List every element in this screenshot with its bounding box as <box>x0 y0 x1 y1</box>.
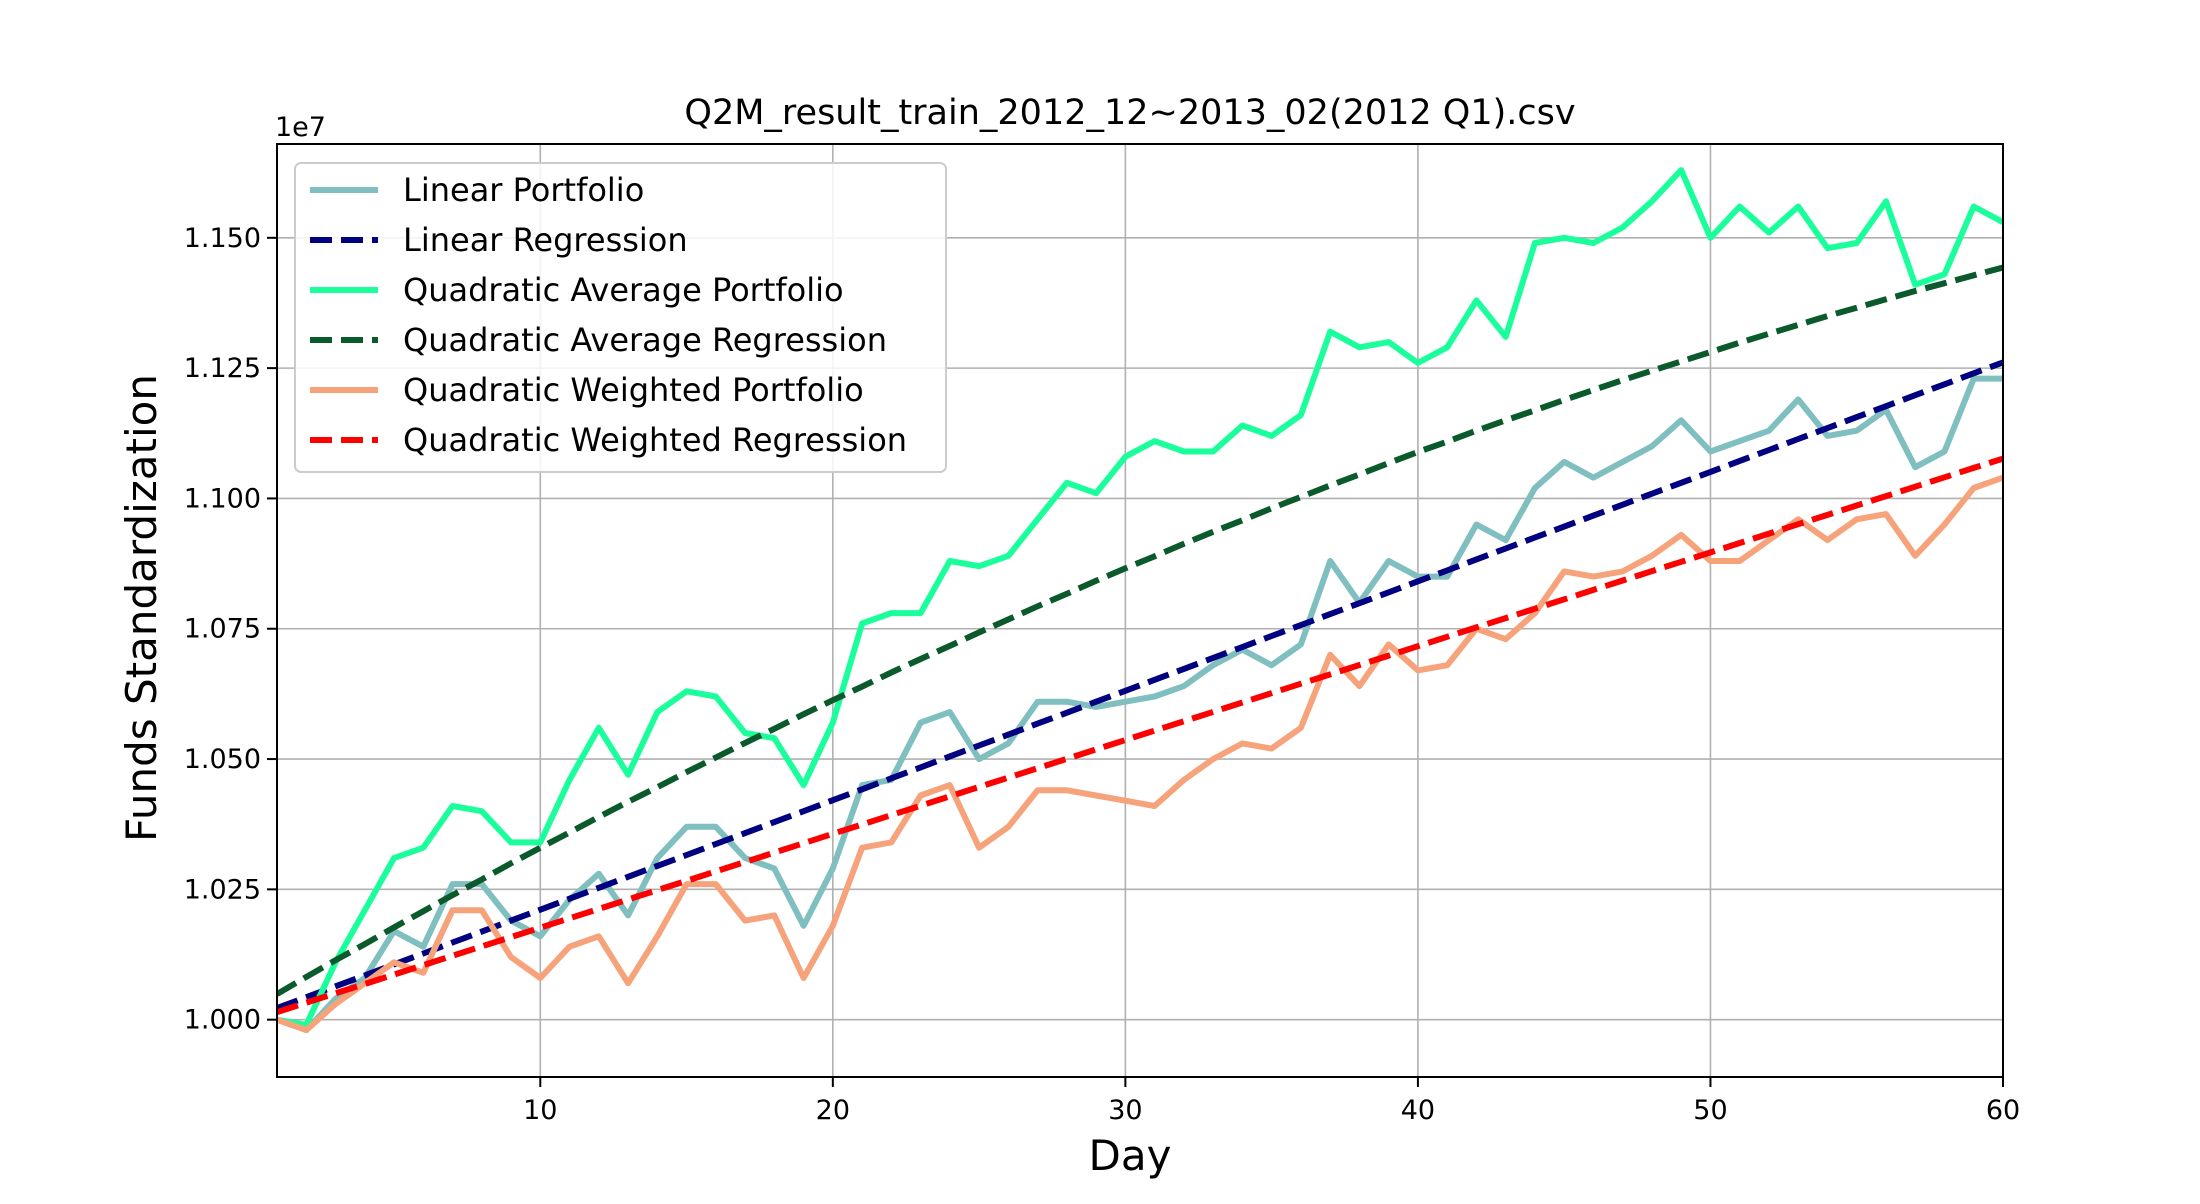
series-line-5 <box>277 474 2003 1034</box>
grid-layer <box>277 144 2004 1077</box>
legend-label: Linear Regression <box>403 221 688 259</box>
legend-label: Linear Portfolio <box>403 171 644 209</box>
y-tick-label: 1.050 <box>184 744 261 775</box>
y-tick-label: 1.075 <box>184 614 261 645</box>
x-tick-label: 30 <box>1108 1095 1142 1126</box>
series-layer <box>277 167 2003 1034</box>
series-line-1 <box>277 375 2003 1034</box>
y-tick-label: 1.150 <box>184 223 261 254</box>
y-tick-label: 1.125 <box>184 353 261 384</box>
series-line-6 <box>277 455 2003 1015</box>
series-line-2 <box>277 359 2003 1011</box>
x-tick-label: 10 <box>523 1095 557 1126</box>
y-tick-label: 1.000 <box>184 1005 261 1036</box>
y-tick-label: 1.025 <box>184 874 261 905</box>
x-tick-label: 60 <box>1986 1095 2020 1126</box>
legend-label: Quadratic Weighted Portfolio <box>403 371 864 409</box>
legend-label: Quadratic Weighted Regression <box>403 421 907 459</box>
y-axis-label: Funds Standardization <box>117 374 166 842</box>
y-tick-label: 1.100 <box>184 483 261 514</box>
series-line-3 <box>277 167 2003 1028</box>
x-axis-label: Day <box>1089 1131 1172 1180</box>
legend-label: Quadratic Average Regression <box>403 321 887 359</box>
x-tick-label: 40 <box>1401 1095 1435 1126</box>
series-line-4 <box>277 264 2003 997</box>
legend-label: Quadratic Average Portfolio <box>403 271 844 309</box>
legend: Linear Portfolio Linear Regression Quadrat… <box>294 162 947 473</box>
plot-frame <box>276 143 2004 1078</box>
legend-box <box>294 162 947 473</box>
axis-offset-label: 1e7 <box>275 112 326 143</box>
tick-layer: 10 20 30 40 50 60 1.000 1.025 1.050 1.075 1.100 1.1… <box>184 223 2020 1126</box>
chart-title: Q2M_result_train_2012_12~2013_02(2012 Q1… <box>684 93 1575 133</box>
x-tick-label: 50 <box>1693 1095 1727 1126</box>
x-tick-label: 20 <box>816 1095 850 1126</box>
